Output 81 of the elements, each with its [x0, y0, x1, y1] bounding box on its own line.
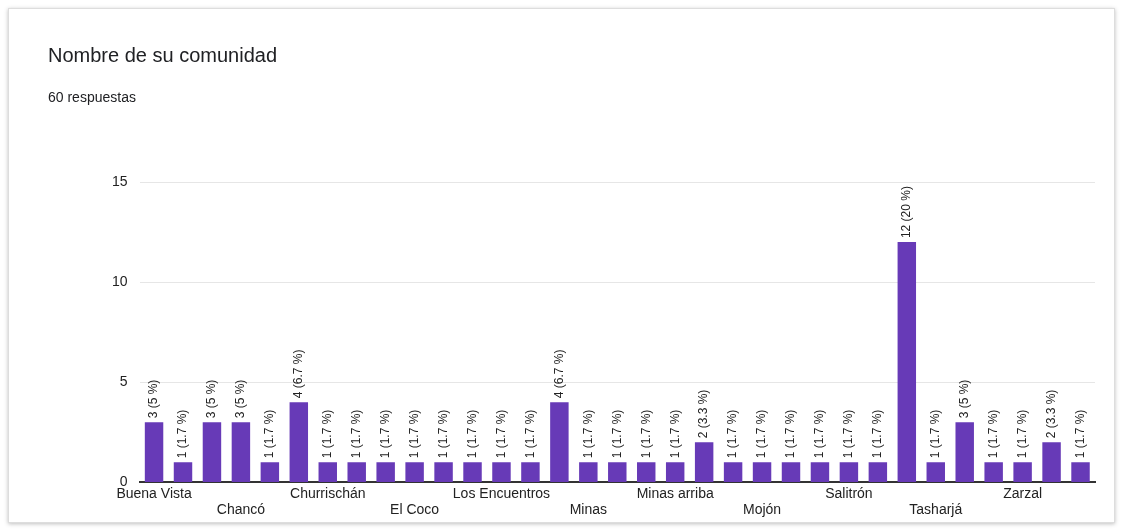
bar — [231, 422, 251, 482]
data-label: 1 (1.7 %) — [175, 409, 190, 459]
data-label: 1 (1.7 %) — [493, 409, 508, 459]
bar — [608, 462, 627, 482]
data-label: 1 (1.7 %) — [406, 409, 421, 459]
data-label: 2 (3.3 %) — [696, 389, 711, 439]
bar — [289, 402, 309, 482]
bar — [521, 462, 540, 482]
data-label: 1 (1.7 %) — [320, 409, 335, 459]
data-label: 1 (1.7 %) — [928, 409, 943, 459]
data-label: 3 (5 %) — [146, 379, 161, 419]
bar — [868, 462, 888, 482]
bar — [550, 402, 569, 482]
data-label: 1 (1.7 %) — [1014, 409, 1029, 459]
data-label: 1 (1.7 %) — [262, 409, 277, 459]
data-label: 1 (1.7 %) — [609, 409, 624, 459]
data-label: 3 (5 %) — [233, 379, 248, 419]
x-tick-label: Chancó — [216, 501, 266, 518]
data-label: 1 (1.7 %) — [667, 409, 682, 459]
data-label: 2 (3.3 %) — [1043, 389, 1058, 439]
bar — [897, 242, 917, 482]
x-tick-label: El Coco — [390, 501, 440, 518]
data-label: 1 (1.7 %) — [754, 409, 769, 459]
bar — [463, 462, 482, 482]
bar — [492, 462, 511, 482]
chart-subtitle: 60 respuestas — [48, 89, 136, 105]
y-tick-label: 10 — [111, 272, 128, 289]
bar — [984, 462, 1003, 482]
y-tick-label: 5 — [119, 373, 128, 390]
bar — [839, 462, 859, 482]
x-tick-label: Minas — [569, 501, 608, 518]
data-label: 3 (5 %) — [957, 379, 972, 419]
bar — [723, 462, 743, 482]
data-label: 1 (1.7 %) — [349, 409, 364, 459]
data-label: 12 (20 %) — [899, 186, 914, 239]
y-tick-label: 15 — [111, 172, 128, 189]
bar — [694, 442, 714, 482]
bar — [810, 462, 830, 482]
bar — [434, 462, 453, 482]
data-label: 1 (1.7 %) — [725, 409, 740, 459]
data-label: 1 (1.7 %) — [580, 409, 595, 459]
bar — [318, 462, 337, 482]
x-tick-label: Los Encuentros — [452, 484, 551, 501]
bar — [637, 462, 656, 482]
bar — [1013, 462, 1032, 482]
x-tick-label: Salitrón — [825, 484, 873, 501]
x-tick-label: Zarzal — [1003, 484, 1043, 501]
bar — [926, 462, 945, 482]
bar — [347, 462, 366, 482]
bar — [202, 422, 222, 482]
x-tick-label: Mojón — [742, 501, 782, 518]
bar — [1071, 462, 1090, 482]
bar — [376, 462, 395, 482]
bar — [579, 462, 598, 482]
data-label: 4 (6.7 %) — [551, 349, 566, 399]
data-label: 1 (1.7 %) — [435, 409, 450, 459]
bar — [752, 462, 772, 482]
bar — [173, 462, 193, 482]
data-label: 1 (1.7 %) — [377, 409, 392, 459]
data-label: 4 (6.7 %) — [291, 349, 306, 399]
data-label: 1 (1.7 %) — [1072, 409, 1087, 459]
bar — [1042, 442, 1061, 482]
chart-title: Nombre de su comunidad — [48, 44, 278, 67]
x-tick-label: Churrischán — [290, 484, 366, 501]
bar — [665, 462, 685, 482]
x-tick-label: Minas arriba — [636, 484, 714, 501]
bar — [260, 462, 280, 482]
x-tick-label: Tasharjá — [909, 501, 963, 518]
data-label: 1 (1.7 %) — [522, 409, 537, 459]
bar — [144, 422, 164, 482]
data-label: 1 (1.7 %) — [783, 409, 798, 459]
data-label: 1 (1.7 %) — [638, 409, 653, 459]
data-label: 3 (5 %) — [204, 379, 219, 419]
data-label: 1 (1.7 %) — [870, 409, 885, 459]
data-label: 1 (1.7 %) — [812, 409, 827, 459]
data-label: 1 (1.7 %) — [985, 409, 1000, 459]
bar — [781, 462, 801, 482]
bar — [955, 422, 974, 482]
data-label: 1 (1.7 %) — [841, 409, 856, 459]
bar — [405, 462, 424, 482]
data-label: 1 (1.7 %) — [464, 409, 479, 459]
